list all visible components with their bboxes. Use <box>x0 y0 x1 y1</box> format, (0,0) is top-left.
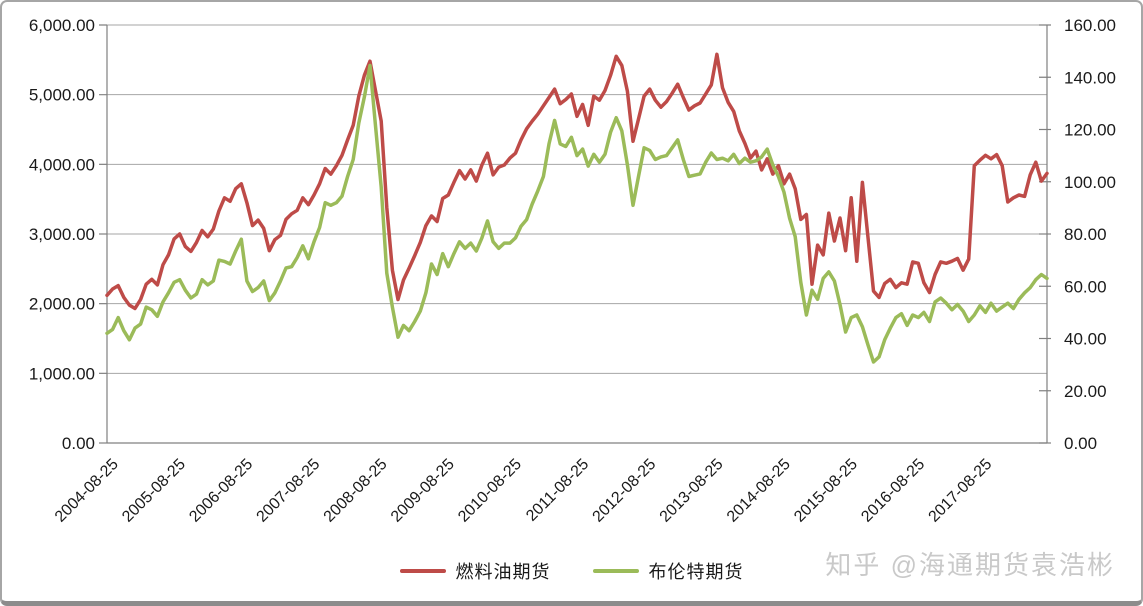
y-axis-label-right: 0.00 <box>1064 434 1097 453</box>
y-axis-label-right: 120.00 <box>1064 121 1116 140</box>
y-axis-label-right: 160.00 <box>1064 16 1116 35</box>
y-axis-label-right: 20.00 <box>1064 382 1107 401</box>
legend-label-brent: 布伦特期货 <box>648 562 744 582</box>
x-axis-label: 2010-08-25 <box>455 456 525 526</box>
x-axis-label: 2009-08-25 <box>388 456 458 526</box>
x-axis-label: 2014-08-25 <box>724 456 794 526</box>
y-axis-label-left: 0.00 <box>62 434 95 453</box>
brent-series-line <box>105 63 1049 364</box>
x-axis-label: 2016-08-25 <box>858 456 928 526</box>
x-axis-label: 2017-08-25 <box>926 456 996 526</box>
x-axis-label: 2005-08-25 <box>119 456 189 526</box>
y-axis-label-left: 1,000.00 <box>29 364 95 383</box>
y-axis-label-right: 100.00 <box>1064 173 1116 192</box>
fuel-oil-series-line <box>105 52 1049 311</box>
y-axis-label-right: 80.00 <box>1064 225 1107 244</box>
x-axis-label: 2007-08-25 <box>254 456 324 526</box>
y-axis-label-right: 60.00 <box>1064 277 1107 296</box>
x-axis-label: 2006-08-25 <box>186 456 256 526</box>
x-axis-label: 2012-08-25 <box>590 456 660 526</box>
x-axis-label: 2004-08-25 <box>52 456 122 526</box>
x-axis-label: 2013-08-25 <box>657 456 727 526</box>
y-axis-label-right: 40.00 <box>1064 330 1107 349</box>
x-axis-label: 2015-08-25 <box>791 456 861 526</box>
y-axis-label-left: 2,000.00 <box>29 295 95 314</box>
y-axis-label-left: 4,000.00 <box>29 155 95 174</box>
legend-item-brent: 布伦特期货 <box>592 558 744 584</box>
y-axis-label-left: 5,000.00 <box>29 86 95 105</box>
y-axis-label-left: 3,000.00 <box>29 225 95 244</box>
legend-item-fuel-oil: 燃料油期货 <box>399 558 551 584</box>
x-axis-label: 2008-08-25 <box>321 456 391 526</box>
fuel-oil-line-swatch <box>399 569 446 573</box>
legend-label-fuel-oil: 燃料油期货 <box>455 562 551 582</box>
y-axis-label-left: 6,000.00 <box>29 16 95 35</box>
zhihu-watermark: 知乎 @海通期货袁浩彬 <box>825 550 1115 580</box>
brent-line-swatch <box>592 569 639 573</box>
chart-legend: 燃料油期货 布伦特期货 <box>2 558 1141 584</box>
y-axis-label-right: 140.00 <box>1064 68 1116 87</box>
x-axis-label: 2011-08-25 <box>523 456 592 525</box>
